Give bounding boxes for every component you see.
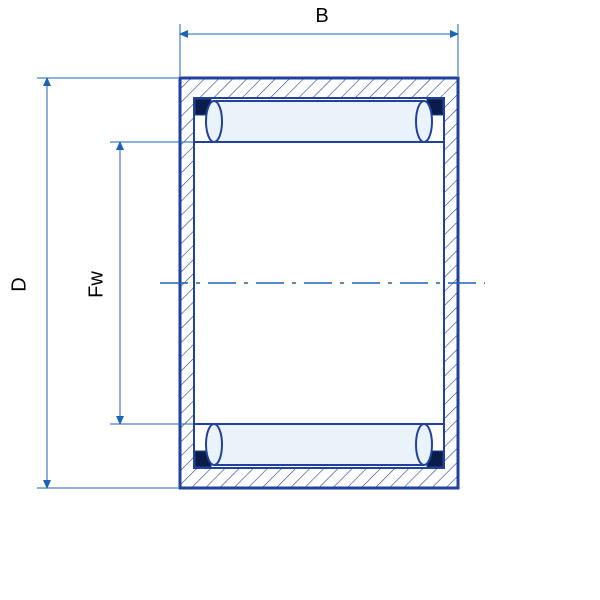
dim-B [180, 24, 458, 76]
dim-D [37, 78, 178, 488]
technical-drawing: D Fw B [0, 0, 600, 600]
roller-top [206, 101, 432, 142]
roller-bottom [206, 424, 432, 465]
drawing-canvas [0, 0, 600, 600]
bearing-section [160, 78, 485, 488]
